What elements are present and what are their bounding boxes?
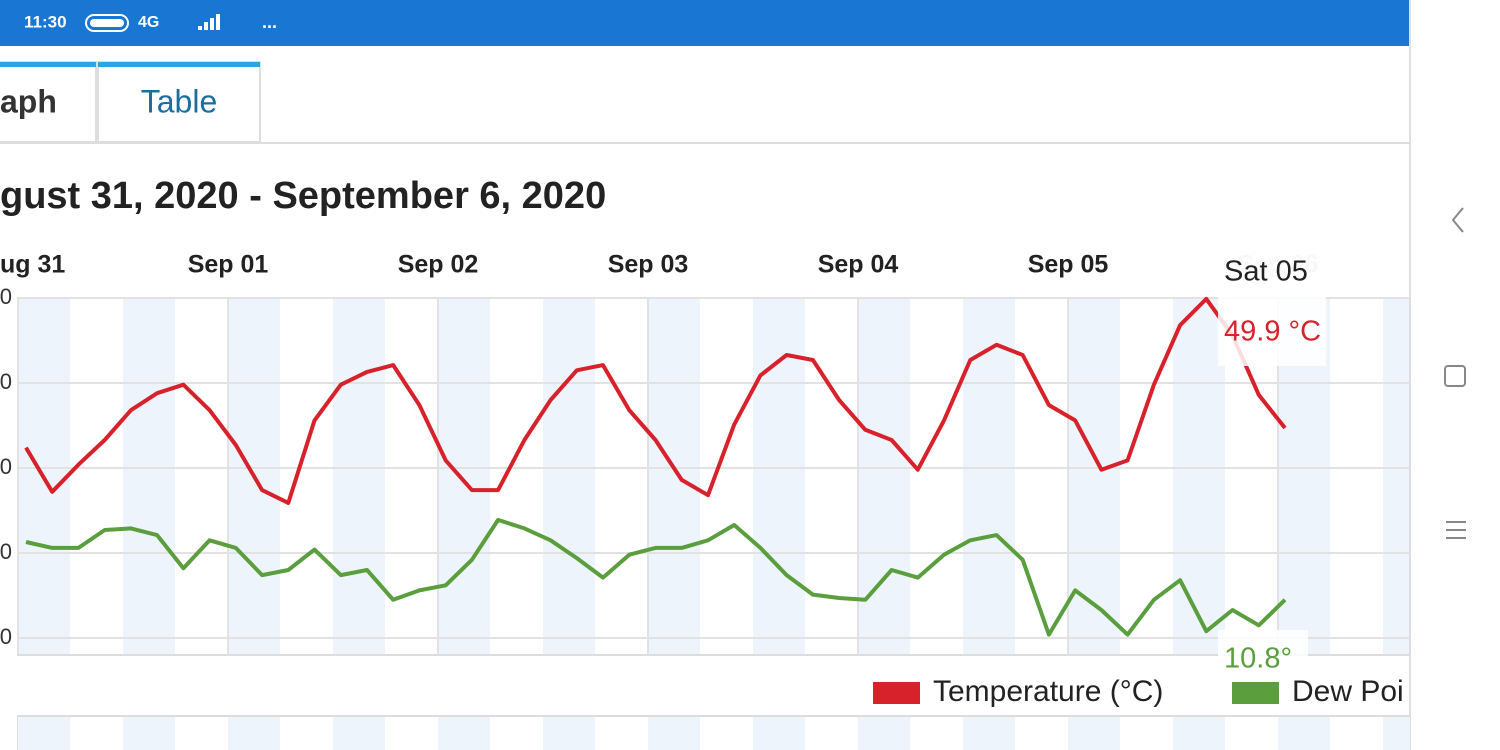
band [1068,298,1120,655]
plot: 10 20 30 40 50 ug 31 Sep 01 Sep 02 Sep 03 Sep 04 S… [0,251,1411,750]
band [543,717,595,750]
legend-swatch [873,682,920,704]
tooltip-box [1218,252,1326,366]
status-time: 11:30 [24,12,67,31]
nav-home[interactable] [1444,365,1466,387]
band [1068,717,1120,750]
band [648,298,700,655]
band [438,298,490,655]
status-more: ... [262,12,277,32]
tooltip-line: 49.9 °C [1224,316,1321,348]
legend-label: Dew Poi [1292,675,1404,708]
y-tick-label: 30 [0,454,12,479]
band [1383,717,1410,750]
y-tick-label: 50 [0,284,12,309]
band [753,717,805,750]
series-line [24,296,1287,505]
band [438,717,490,750]
battery-icon [85,14,129,32]
nav-menu[interactable] [1446,521,1466,539]
x-tick-label: Sep 02 [398,251,479,279]
tab-graph[interactable] [0,61,97,143]
nav-bar [1410,0,1500,750]
x-tick-label: ug 31 [0,251,65,279]
status-network: 4G [138,14,159,31]
tooltip-box [1218,630,1308,680]
tab-indicator [0,62,96,67]
band [228,717,280,750]
legend-swatch [1232,682,1279,704]
band [18,717,70,750]
nav-back[interactable] [1451,207,1464,233]
band [858,717,910,750]
band [1383,298,1410,655]
band [1173,298,1225,655]
status-bar [0,0,1410,46]
band [1173,717,1225,750]
band [123,298,175,655]
battery-level [90,19,124,27]
page-title: gust 31, 2020 - September 6, 2020 [0,175,606,217]
x-tick-label: Sep 05 [1028,251,1109,279]
band [753,298,805,655]
tooltip-line: 10.8° [1224,643,1292,675]
band [1278,717,1330,750]
band [963,298,1015,655]
band [333,298,385,655]
band [333,717,385,750]
x-tick-label: Sep 04 [818,251,899,279]
band [543,298,595,655]
band [963,717,1015,750]
band [123,717,175,750]
series-line [25,517,1287,637]
y-tick-label: 40 [0,369,12,394]
band [648,717,700,750]
tab-label[interactable]: aph [0,83,57,119]
x-tick-label: Sep 03 [608,251,689,279]
y-tick-label: 10 [0,624,12,649]
tab-label[interactable]: Table [141,83,218,119]
x-tick-label: Sep 01 [188,251,269,279]
signal-icon [198,14,220,30]
y-tick-label: 20 [0,539,12,564]
legend-label: Temperature (°C) [933,675,1163,708]
tooltip-title: Sat 05 [1224,256,1308,288]
tab-table[interactable] [97,61,261,143]
tab-indicator [98,62,260,67]
